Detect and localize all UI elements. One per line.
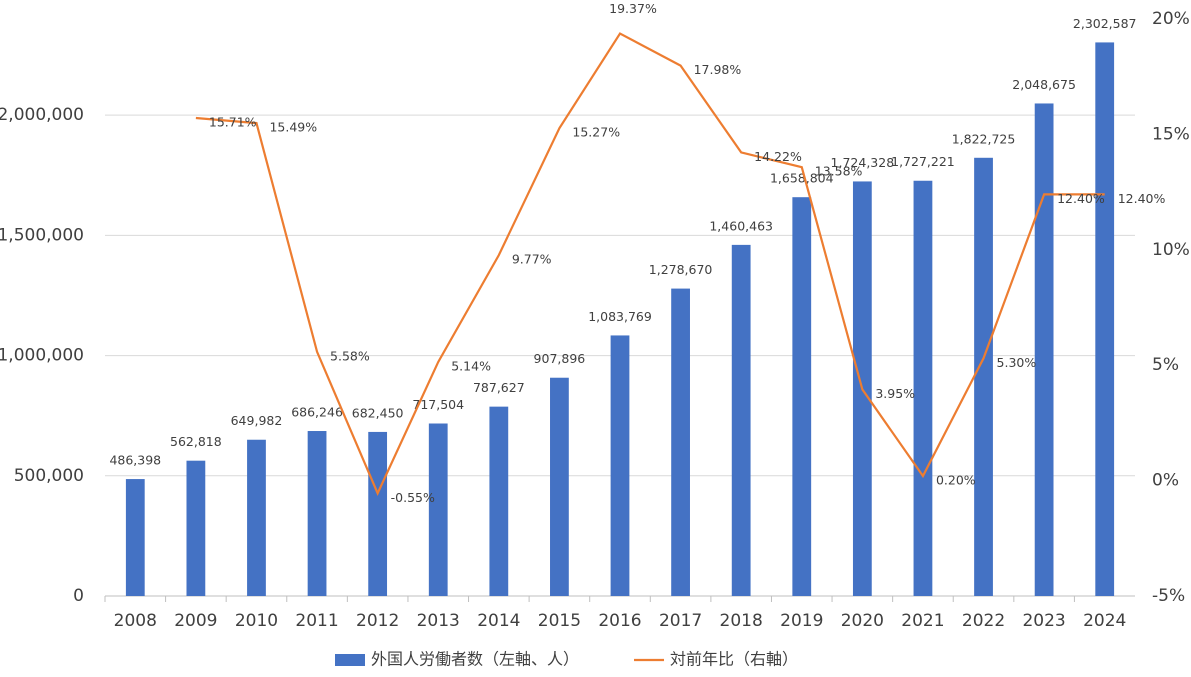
bar <box>974 157 993 596</box>
line <box>195 32 1105 497</box>
bar <box>489 406 509 596</box>
line-value-label: 5.14% <box>451 358 491 373</box>
x-tick-label: 2018 <box>720 611 763 631</box>
bar-value-label: 562,818 <box>170 434 222 449</box>
y2-tick-label: -5% <box>1152 586 1185 606</box>
x-tick-label: 2016 <box>598 611 641 631</box>
line-value-label: 12.40% <box>1057 191 1105 206</box>
x-tick-label: 2008 <box>114 611 157 631</box>
bar-value-label: 1,822,725 <box>952 131 1016 146</box>
x-tick-label: 2009 <box>174 611 217 631</box>
line-value-label: 14.22% <box>754 149 802 164</box>
bar <box>610 335 630 596</box>
bar <box>913 180 933 596</box>
line-value-label: 19.37% <box>609 1 657 16</box>
bar-value-label: 907,896 <box>534 351 586 366</box>
bar-value-label: 1,727,221 <box>891 154 955 169</box>
line-value-label: 15.27% <box>572 125 620 140</box>
line-value-label: 3.95% <box>875 386 915 401</box>
bar <box>1034 103 1054 596</box>
line-value-label: 15.71% <box>209 115 257 130</box>
x-tick-label: 2019 <box>780 611 823 631</box>
y-tick-label: 1,500,000 <box>0 225 84 245</box>
x-tick-label: 2014 <box>477 611 520 631</box>
bar-value-label: 787,627 <box>473 380 525 395</box>
y2-tick-label: 0% <box>1152 471 1179 491</box>
y-tick-label: 2,000,000 <box>0 105 84 125</box>
line-value-label: 5.58% <box>330 348 370 363</box>
bar-value-label: 1,278,670 <box>649 262 713 277</box>
bar-value-label: 717,504 <box>412 397 464 412</box>
bar <box>550 377 569 596</box>
y2-tick-label: 10% <box>1152 240 1190 260</box>
bar-value-label: 486,398 <box>109 453 161 468</box>
bar-value-label: 2,048,675 <box>1012 77 1076 92</box>
legend-label: 外国人労働者数（左軸、人） <box>371 650 579 669</box>
line-value-label: 13.58% <box>815 164 863 179</box>
bar-value-label: 686,246 <box>291 405 343 420</box>
x-tick-label: 2010 <box>235 611 278 631</box>
bar <box>307 431 327 596</box>
y-tick-label: 500,000 <box>14 466 84 486</box>
x-tick-label: 2015 <box>538 611 581 631</box>
y-tick-label: 1,000,000 <box>0 346 84 366</box>
x-tick-label: 2022 <box>962 611 1005 631</box>
bar-value-label: 649,982 <box>231 413 283 428</box>
bar <box>731 244 751 596</box>
x-tick-label: 2023 <box>1022 611 1065 631</box>
bar <box>125 479 145 596</box>
bar-value-label: 1,724,328 <box>831 155 895 170</box>
legend-swatch <box>335 654 365 666</box>
bar <box>247 439 266 596</box>
x-tick-label: 2021 <box>901 611 944 631</box>
line-value-label: -0.55% <box>391 490 435 505</box>
bar <box>368 431 388 596</box>
line-value-label: 12.40% <box>1118 191 1166 206</box>
line-value-label: 15.49% <box>269 120 317 135</box>
bar-value-label: 1,083,769 <box>588 309 652 324</box>
bar-value-label: 1,460,463 <box>709 218 773 233</box>
line-value-label: 17.98% <box>694 62 742 77</box>
x-tick-label: 2011 <box>295 611 338 631</box>
bar <box>671 288 690 596</box>
y2-tick-label: 15% <box>1152 124 1190 144</box>
bar-value-label: 2,302,587 <box>1073 16 1137 31</box>
x-tick-label: 2020 <box>841 611 884 631</box>
bar-value-label: 682,450 <box>352 405 404 420</box>
line-value-label: 9.77% <box>512 252 552 267</box>
line-value-label: 0.20% <box>936 472 976 487</box>
line-value-label: 5.30% <box>997 355 1037 370</box>
bar <box>792 197 812 597</box>
x-tick-label: 2017 <box>659 611 702 631</box>
bar <box>1095 42 1115 597</box>
y2-tick-label: 5% <box>1152 355 1179 375</box>
bar-value-label: 1,658,804 <box>770 171 834 186</box>
x-tick-label: 2013 <box>417 611 460 631</box>
bar <box>428 423 448 596</box>
x-tick-label: 2012 <box>356 611 399 631</box>
y-tick-label: 0 <box>73 586 84 606</box>
x-tick-label: 2024 <box>1083 611 1126 631</box>
y2-tick-label: 20% <box>1152 9 1190 29</box>
bar <box>186 460 206 596</box>
legend-label: 対前年比（右軸） <box>670 650 798 669</box>
